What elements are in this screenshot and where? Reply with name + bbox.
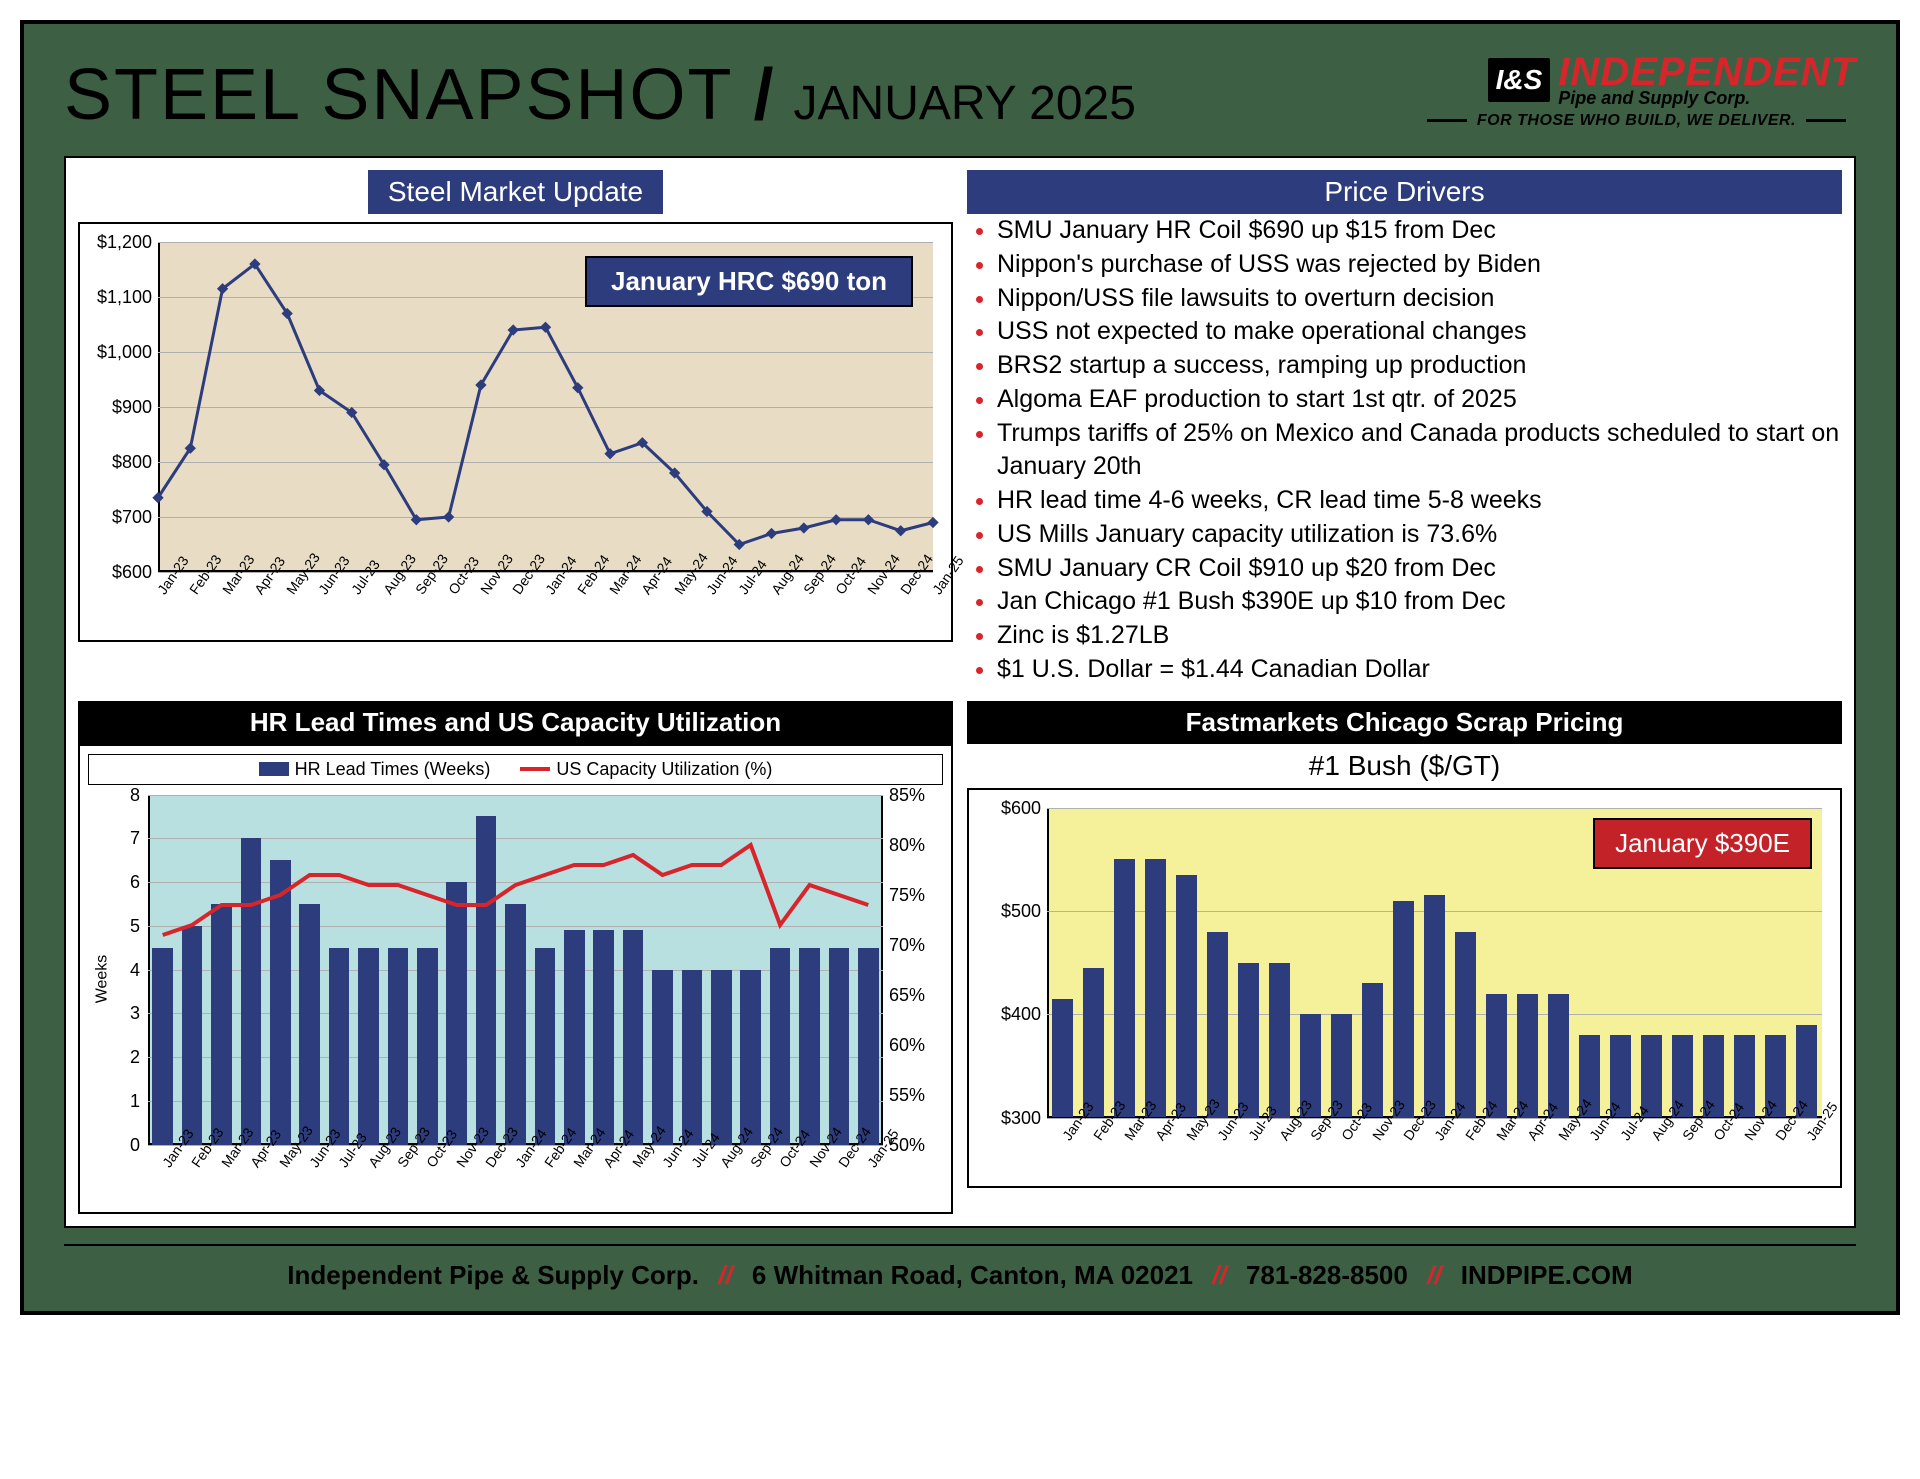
scrap-callout: January $390E (1593, 818, 1812, 869)
logo-independent: INDEPENDENT (1558, 54, 1856, 90)
drivers-list: SMU January HR Coil $690 up $15 from Dec… (967, 214, 1842, 687)
scrap-panel-title: Fastmarkets Chicago Scrap Pricing (967, 701, 1842, 744)
separator-icon: // (718, 1260, 732, 1290)
driver-item: SMU January HR Coil $690 up $15 from Dec (997, 214, 1842, 248)
lead-times-title: HR Lead Times and US Capacity Utilizatio… (78, 701, 953, 744)
lead-chart-legend: HR Lead Times (Weeks) US Capacity Utiliz… (88, 754, 943, 785)
drivers-title: Price Drivers (967, 170, 1842, 214)
title-block: STEEL SNAPSHOT / JANUARY 2025 (64, 54, 1136, 136)
scrap-panel: Fastmarkets Chicago Scrap Pricing #1 Bus… (967, 701, 1842, 1214)
driver-item: HR lead time 4-6 weeks, CR lead time 5-8… (997, 484, 1842, 518)
content-grid: Steel Market Update $600$700$800$900$1,0… (64, 156, 1856, 1228)
legend-bar-label: HR Lead Times (Weeks) (295, 759, 491, 780)
driver-item: Nippon/USS file lawsuits to overturn dec… (997, 282, 1842, 316)
footer-company: Independent Pipe & Supply Corp. (287, 1260, 699, 1290)
subtitle: JANUARY 2025 (794, 76, 1136, 131)
logo-box-icon: I&S (1488, 58, 1551, 102)
driver-item: BRS2 startup a success, ramping up produ… (997, 349, 1842, 383)
main-title: STEEL SNAPSHOT (64, 54, 734, 136)
market-update-panel: Steel Market Update $600$700$800$900$1,0… (78, 170, 953, 687)
tagline: FOR THOSE WHO BUILD, WE DELIVER. (1417, 112, 1856, 130)
driver-item: SMU January CR Coil $910 up $20 from Dec (997, 552, 1842, 586)
separator-icon: // (1212, 1260, 1226, 1290)
drivers-panel: Price Drivers SMU January HR Coil $690 u… (967, 170, 1842, 687)
driver-item: USS not expected to make operational cha… (997, 315, 1842, 349)
driver-item: US Mills January capacity utilization is… (997, 518, 1842, 552)
logo-sub: Pipe and Supply Corp. (1558, 90, 1750, 106)
logo-block: I&S INDEPENDENT Pipe and Supply Corp. FO… (1417, 54, 1856, 130)
bar-swatch-icon (259, 762, 289, 776)
driver-item: Jan Chicago #1 Bush $390E up $10 from De… (997, 585, 1842, 619)
legend-line-label: US Capacity Utilization (%) (556, 759, 772, 780)
driver-item: $1 U.S. Dollar = $1.44 Canadian Dollar (997, 653, 1842, 687)
scrap-chart-box: $300$400$500$600Jan-23Feb-23Mar-23Apr-23… (967, 788, 1842, 1188)
footer-phone: 781-828-8500 (1246, 1260, 1408, 1290)
market-callout: January HRC $690 ton (585, 256, 913, 307)
separator-icon: // (1427, 1260, 1441, 1290)
driver-item: Zinc is $1.27LB (997, 619, 1842, 653)
footer-address: 6 Whitman Road, Canton, MA 02021 (752, 1260, 1193, 1290)
page-container: STEEL SNAPSHOT / JANUARY 2025 I&S INDEPE… (20, 20, 1900, 1315)
lead-chart-box: HR Lead Times (Weeks) US Capacity Utiliz… (78, 744, 953, 1214)
driver-item: Trumps tariffs of 25% on Mexico and Cana… (997, 417, 1842, 485)
scrap-chart: $300$400$500$600Jan-23Feb-23Mar-23Apr-23… (977, 798, 1832, 1178)
title-slash: / (754, 54, 774, 136)
line-swatch-icon (520, 767, 550, 771)
market-chart-box: $600$700$800$900$1,000$1,100$1,200Jan-23… (78, 222, 953, 642)
lead-chart: 01234567850%55%60%65%70%75%80%85%Jan-23F… (88, 785, 943, 1205)
lead-times-panel: HR Lead Times and US Capacity Utilizatio… (78, 701, 953, 1214)
market-update-title: Steel Market Update (368, 170, 663, 214)
footer: Independent Pipe & Supply Corp. // 6 Whi… (64, 1244, 1856, 1291)
header: STEEL SNAPSHOT / JANUARY 2025 I&S INDEPE… (64, 54, 1856, 136)
driver-item: Nippon's purchase of USS was rejected by… (997, 248, 1842, 282)
driver-item: Algoma EAF production to start 1st qtr. … (997, 383, 1842, 417)
market-chart: $600$700$800$900$1,000$1,100$1,200Jan-23… (88, 232, 943, 632)
footer-web: INDPIPE.COM (1461, 1260, 1633, 1290)
scrap-chart-title: #1 Bush ($/GT) (967, 744, 1842, 788)
